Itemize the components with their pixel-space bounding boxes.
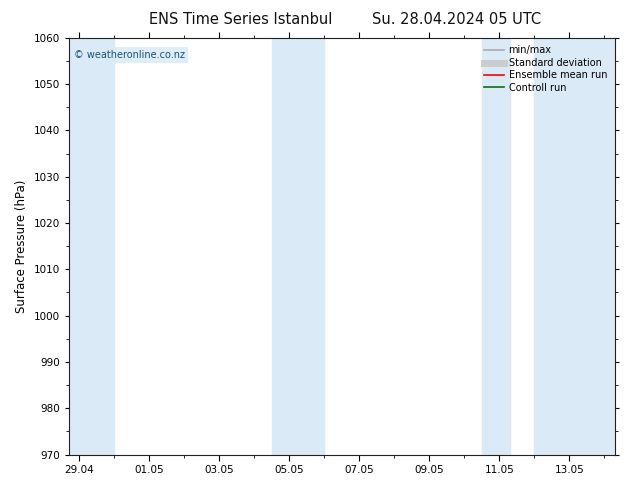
Bar xyxy=(272,38,325,455)
Text: Su. 28.04.2024 05 UTC: Su. 28.04.2024 05 UTC xyxy=(372,12,541,27)
Text: © weatheronline.co.nz: © weatheronline.co.nz xyxy=(74,50,185,60)
Bar xyxy=(534,38,615,455)
Bar xyxy=(482,38,510,455)
Y-axis label: Surface Pressure (hPa): Surface Pressure (hPa) xyxy=(15,179,28,313)
Text: ENS Time Series Istanbul: ENS Time Series Istanbul xyxy=(149,12,333,27)
Legend: min/max, Standard deviation, Ensemble mean run, Controll run: min/max, Standard deviation, Ensemble me… xyxy=(481,43,610,96)
Bar xyxy=(69,38,114,455)
